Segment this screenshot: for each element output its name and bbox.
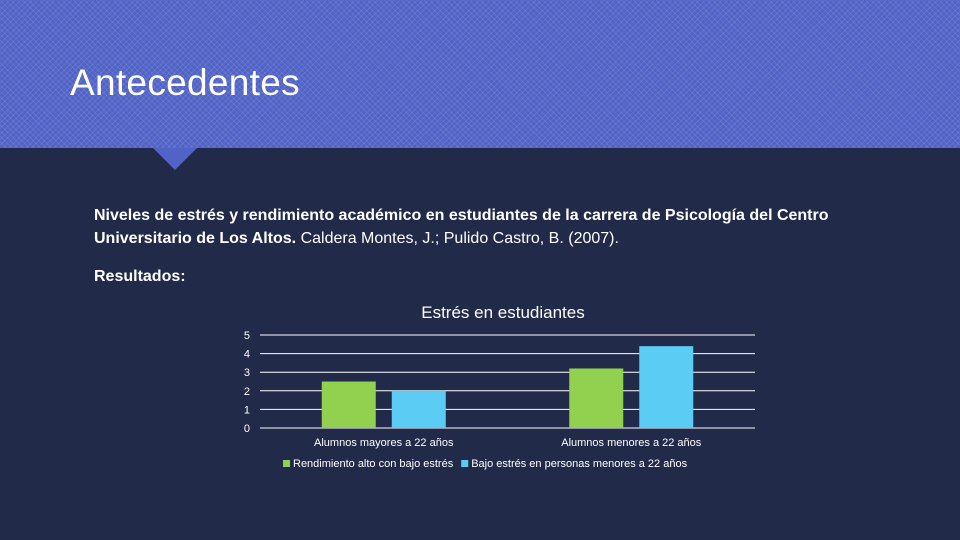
y-tick-label: 0 — [244, 423, 250, 435]
y-tick-label: 4 — [244, 349, 250, 361]
y-axis: 0 1 2 3 4 5 — [244, 330, 250, 435]
legend-label: Bajo estrés en personas menores a 22 año… — [471, 458, 687, 470]
header-band — [0, 0, 960, 148]
bar — [569, 368, 624, 428]
citation-authors: Caldera Montes, J.; Pulido Castro, B. (2… — [296, 230, 619, 247]
bar-layer — [321, 346, 694, 428]
y-tick-label: 1 — [244, 404, 250, 416]
bar — [639, 346, 694, 428]
y-tick-label: 5 — [244, 330, 250, 342]
legend-swatch — [283, 460, 290, 467]
citation: Niveles de estrés y rendimiento académic… — [94, 204, 894, 250]
bar — [321, 381, 376, 428]
header-notch — [153, 148, 197, 170]
x-tick-label: Alumnos menores a 22 años — [561, 437, 702, 449]
legend-label: Rendimiento alto con bajo estrés — [293, 458, 454, 470]
y-tick-label: 3 — [244, 367, 250, 379]
y-tick-label: 2 — [244, 386, 250, 398]
slide-title: Antecedentes — [70, 62, 300, 103]
legend-swatch — [461, 460, 469, 467]
bar — [391, 390, 446, 428]
chart-title: Estrés en estudiantes — [421, 303, 584, 322]
x-axis: Alumnos mayores a 22 años Alumnos menores… — [314, 437, 702, 449]
citation-title: Niveles de estrés y rendimiento académic… — [94, 207, 829, 247]
x-tick-label: Alumnos mayores a 22 años — [314, 437, 454, 449]
legend: Rendimiento alto con bajo estrés Bajo est… — [283, 458, 688, 470]
results-label: Resultados: — [94, 268, 186, 285]
